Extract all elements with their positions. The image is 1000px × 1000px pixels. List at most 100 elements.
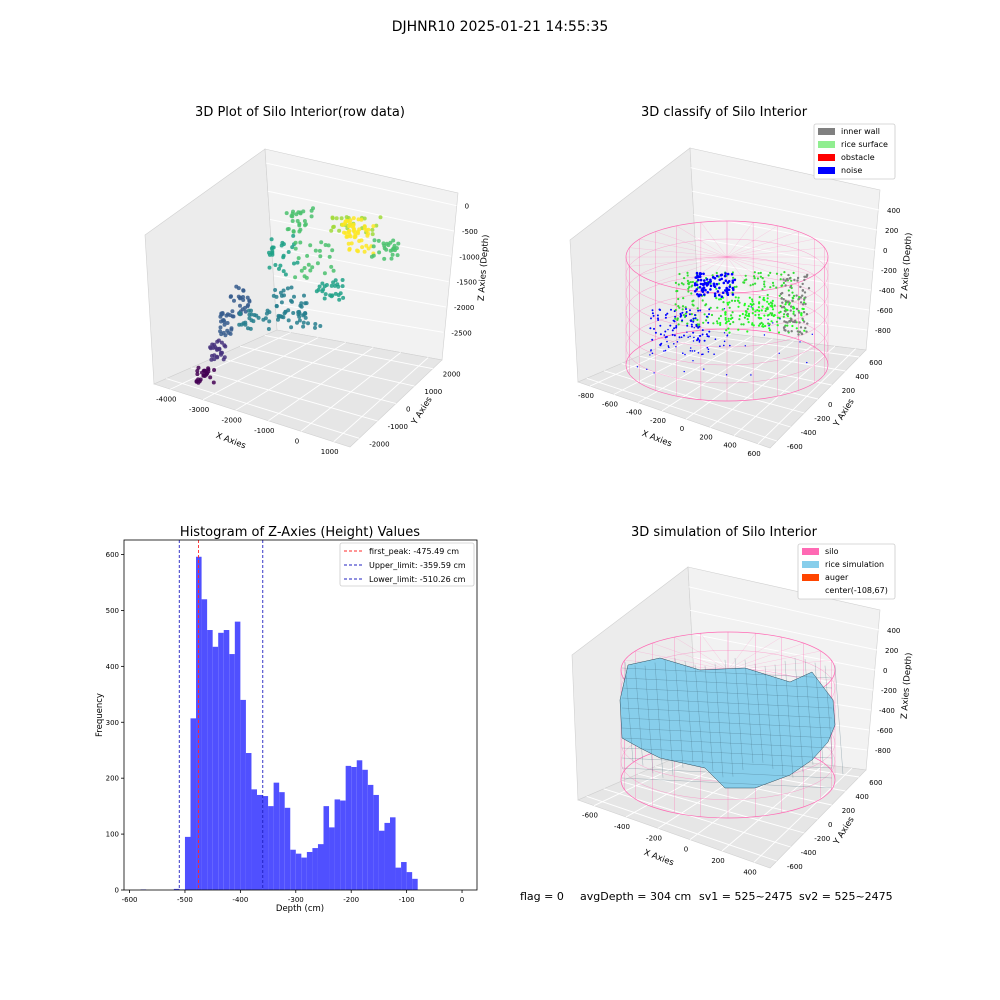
raw-point [320, 281, 325, 286]
raw-point [386, 243, 391, 248]
raw-point [382, 256, 387, 261]
rice-surface-point [680, 282, 684, 285]
z-tick-label: -200 [881, 267, 897, 275]
raw-point [245, 304, 250, 309]
noise-point [708, 330, 711, 333]
rice-surface-point [757, 272, 760, 275]
noise-point [731, 281, 735, 284]
rice-surface-point [783, 313, 786, 316]
rice-surface-point [748, 296, 751, 299]
x-tick-label: -200 [343, 896, 359, 904]
z-grid-line [699, 307, 868, 331]
y-tick-label: 1000 [424, 388, 442, 396]
noise-point [715, 282, 719, 286]
inner-wall-point [780, 306, 784, 309]
inner-wall-point [805, 313, 809, 316]
z-tick-label: 200 [885, 227, 898, 235]
raw-point [335, 282, 340, 287]
inner-wall-point [781, 301, 784, 304]
noise-point [685, 308, 687, 310]
silo-spoke [726, 256, 825, 267]
noise-point [681, 319, 684, 322]
rice-surface-point [792, 310, 795, 313]
raw-point [318, 324, 323, 328]
x-tick-label: -200 [646, 834, 662, 842]
raw-point [345, 234, 350, 239]
mesh-line [774, 664, 784, 777]
rice-surface-point [782, 315, 785, 318]
raw-point [304, 275, 309, 280]
rice-surface-point [761, 288, 764, 291]
raw-point [263, 316, 268, 321]
noise-point [702, 353, 704, 356]
noise-point [723, 340, 726, 343]
noise-point [724, 279, 728, 283]
raw-point [378, 215, 383, 220]
raw-point [291, 233, 296, 238]
noise-point [673, 334, 676, 337]
z-tick-label: -800 [875, 327, 891, 335]
noise-point [691, 350, 694, 352]
rice-surface-point [753, 277, 756, 280]
inner-wall-point [802, 320, 806, 323]
rice-surface-point [763, 285, 766, 288]
raw-point [299, 304, 304, 309]
legend-swatch-obstacle [818, 154, 835, 161]
noise-point [689, 335, 691, 338]
noise-point [733, 278, 737, 282]
y-tick-label: 400 [106, 663, 119, 671]
noise-point [697, 326, 700, 329]
inner-wall-point [789, 309, 792, 312]
noise-point [652, 314, 655, 317]
noise-point [698, 325, 701, 328]
rice-surface-point [763, 314, 766, 317]
silo-spoke [726, 247, 825, 258]
histogram-bar [190, 718, 197, 890]
noise-point [705, 333, 708, 336]
y-tick-label: 600 [869, 359, 882, 367]
raw-point [290, 219, 295, 223]
rice-surface-point [773, 304, 776, 307]
mesh-line [784, 660, 794, 778]
histogram-bar [196, 556, 202, 890]
raw-point [302, 293, 306, 298]
classify-plot-ylabel: Y Axies [831, 397, 857, 430]
noise-point [649, 354, 651, 356]
raw-point [270, 245, 275, 250]
raw-point [286, 250, 291, 254]
raw-point [308, 243, 313, 248]
noise-point [720, 277, 723, 281]
raw-point [390, 252, 395, 257]
noise-point [673, 310, 676, 313]
noise-point [658, 308, 661, 311]
noise-point [723, 308, 726, 310]
z-tick-label: 200 [885, 647, 898, 655]
z-grid-line [694, 237, 874, 271]
histogram-title: Histogram of Z-Axies (Height) Values [180, 525, 420, 540]
raw-point [302, 219, 307, 223]
raw-point [277, 266, 281, 271]
raw-point [210, 353, 214, 358]
raw-point [282, 293, 286, 298]
raw-point [208, 345, 213, 350]
rice-surface-point [784, 303, 787, 306]
raw-point [351, 222, 356, 227]
noise-point [666, 340, 668, 343]
silo-spoke [726, 238, 815, 258]
raw-point [222, 322, 227, 327]
rice-surface-point [703, 313, 706, 316]
z-tick-label: -600 [877, 307, 893, 315]
rice-surface-point [766, 297, 769, 300]
raw-point [219, 340, 224, 345]
x-tick-label: -400 [232, 896, 248, 904]
rice-surface-point [771, 281, 775, 284]
simulation-legend: silo rice simulation auger center(-108,6… [797, 543, 896, 600]
rice-surface-point [715, 297, 718, 300]
raw-point [298, 210, 303, 215]
classify-plot-points [636, 271, 813, 376]
rice-surface-point [742, 323, 745, 326]
simulation-legend-box [797, 543, 896, 600]
y-grid-line [621, 362, 805, 414]
noise-point [667, 345, 670, 347]
classify-plot-title: 3D classify of Silo Interior [641, 105, 808, 120]
